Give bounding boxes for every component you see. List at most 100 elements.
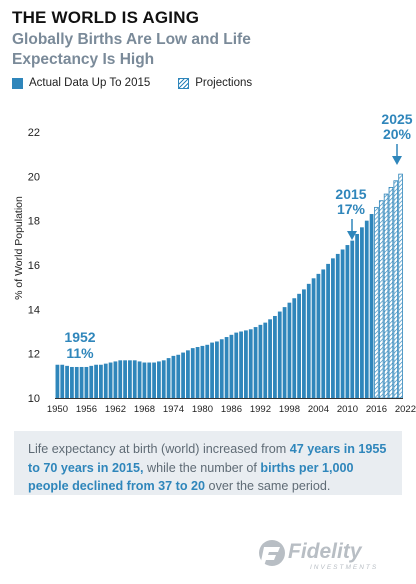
- note-highlight-1: 47 years in 1955 to 70 years in 2015,: [28, 442, 387, 475]
- bar-projection: [378, 200, 384, 399]
- bar-actual: [74, 366, 79, 398]
- x-tick-label: 1986: [221, 404, 242, 415]
- bar-actual: [369, 214, 374, 398]
- bar-actual: [190, 348, 195, 399]
- x-tick-label: 2004: [308, 404, 329, 415]
- bar-actual: [171, 355, 176, 398]
- y-tick-label: 12: [28, 349, 40, 361]
- bar-actual: [326, 263, 330, 398]
- bar-actual: [161, 360, 166, 398]
- bar-actual: [118, 360, 123, 398]
- logo-brand: Fidelity: [288, 540, 363, 563]
- bar-actual: [355, 233, 359, 398]
- bar-actual: [195, 347, 200, 398]
- logo-sub: INVESTMENTS: [310, 564, 378, 571]
- x-tick-label: 1980: [192, 404, 213, 415]
- fidelity-logo: Fidelity INVESTMENTS: [259, 540, 378, 571]
- bar-actual: [137, 361, 142, 398]
- bar-actual: [70, 366, 74, 398]
- note-text-3: over the same period.: [205, 479, 331, 493]
- bar-projection: [398, 173, 403, 399]
- bar-actual: [84, 366, 89, 398]
- x-tick-label: 1968: [134, 404, 155, 415]
- bar-actual: [123, 360, 127, 398]
- bar-actual: [181, 352, 185, 398]
- note-text-1: Life expectancy at birth (world) increas…: [28, 442, 290, 456]
- bar-actual: [147, 362, 152, 398]
- bar-actual: [132, 360, 137, 398]
- bar-actual: [157, 361, 161, 398]
- note-text-2: while the number of: [143, 460, 261, 475]
- bar-actual: [94, 364, 98, 398]
- bar-actual: [311, 278, 316, 398]
- bar-actual: [297, 293, 301, 398]
- chart-subtitle: Globally Births Are Low and Life Expecta…: [12, 31, 251, 68]
- info-note: Life expectancy at birth (world) increas…: [14, 431, 402, 495]
- bar-actual: [302, 289, 306, 398]
- y-tick-label: 20: [28, 171, 40, 183]
- bar-projection: [388, 187, 394, 399]
- legend-item-projection: Projections: [178, 77, 252, 89]
- bar-actual: [224, 337, 229, 398]
- bar-actual: [258, 324, 263, 398]
- y-tick-label: 22: [28, 127, 40, 139]
- bar-actual: [205, 344, 210, 398]
- bar-projection: [383, 193, 389, 399]
- bar-actual: [364, 220, 369, 398]
- bar-actual: [200, 345, 205, 398]
- bar-actual: [65, 365, 69, 398]
- bar-actual: [248, 329, 253, 398]
- annotation-2015-value: 17%: [337, 201, 366, 217]
- legend-label-actual: Actual Data Up To 2015: [29, 77, 151, 89]
- annotation-2015-year: 2015: [335, 186, 366, 202]
- x-tick-label: 1950: [47, 404, 68, 415]
- bar-actual: [263, 322, 268, 398]
- y-tick-label: 16: [28, 260, 40, 272]
- bar-actual: [142, 362, 147, 398]
- bar-actual: [316, 273, 321, 398]
- x-tick-label: 1992: [250, 404, 271, 415]
- bar-actual: [108, 362, 113, 398]
- bar-actual: [229, 334, 234, 398]
- bar-actual: [210, 342, 214, 398]
- bar-actual: [244, 330, 248, 398]
- bar-actual: [113, 361, 118, 398]
- x-tick-label: 2016: [366, 404, 387, 415]
- bar-actual: [306, 283, 311, 398]
- bar-actual: [273, 315, 277, 398]
- bar-actual: [268, 319, 272, 398]
- bar-actual: [253, 327, 258, 398]
- bar-actual: [166, 358, 171, 398]
- bar-actual: [340, 249, 345, 398]
- bar-actual: [152, 362, 156, 398]
- annotation-2015-arrow: [347, 219, 357, 240]
- bar-actual: [239, 331, 243, 398]
- annotation-1952-value: 11%: [66, 345, 94, 361]
- bar-actual: [335, 253, 340, 398]
- bar-actual: [277, 311, 282, 398]
- bar-actual: [287, 302, 292, 398]
- bar-actual: [345, 245, 350, 398]
- x-tick-label: 1956: [76, 404, 97, 415]
- bar-actual: [360, 227, 364, 398]
- chart-title: THE WORLD IS AGING: [12, 8, 200, 27]
- x-tick-label: 2022: [395, 404, 416, 415]
- legend-label-projection: Projections: [195, 77, 253, 89]
- note-highlight-2: births per 1,000 people declined from 37…: [28, 460, 354, 494]
- bar-actual: [79, 366, 84, 398]
- bar-actual: [55, 364, 60, 398]
- bar-actual: [128, 360, 132, 398]
- bar-actual: [186, 350, 190, 398]
- legend-swatch-actual: [12, 77, 23, 89]
- bar-actual: [215, 341, 219, 398]
- bar-actual: [292, 298, 297, 398]
- y-tick-label: 18: [28, 216, 40, 228]
- annotation-2025-arrow: [392, 144, 402, 165]
- bar-actual: [331, 258, 335, 398]
- bar-actual: [99, 364, 103, 398]
- bar-actual: [321, 269, 326, 398]
- bar-actual: [234, 332, 239, 398]
- annotation-2025-year: 2025: [381, 111, 412, 127]
- x-tick-label: 1998: [279, 404, 300, 415]
